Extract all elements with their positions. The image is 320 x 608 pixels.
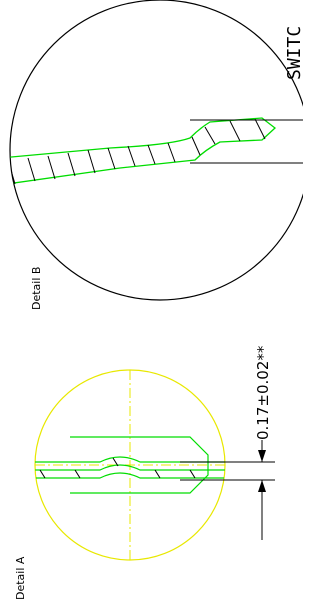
detail-b-label: Detail B xyxy=(30,267,43,310)
arrow xyxy=(258,450,266,462)
arrow xyxy=(258,480,266,492)
detail-a-hatch xyxy=(40,458,195,478)
drawing: SWITC Detail B 0.17±0.02** Detail A xyxy=(0,0,303,608)
detail-b-circle xyxy=(10,0,303,300)
detail-a-label: Detail A xyxy=(14,556,27,600)
switch-text: SWITC xyxy=(284,26,303,80)
dimension-text: 0.17±0.02** xyxy=(254,345,272,440)
detail-b: SWITC xyxy=(0,0,303,300)
detail-a: 0.17±0.02** xyxy=(20,345,275,560)
detail-b-hatch xyxy=(8,119,265,184)
